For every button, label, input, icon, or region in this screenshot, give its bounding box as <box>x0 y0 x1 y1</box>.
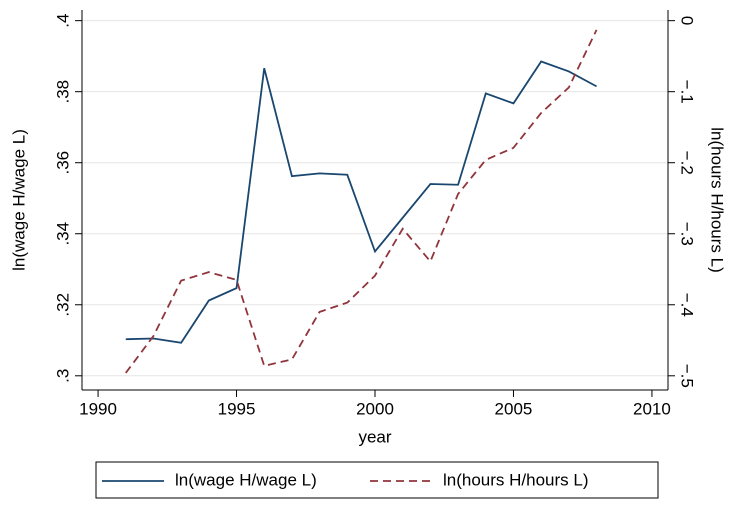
y2-tick-label: −.5 <box>678 364 697 388</box>
y2-axis-title: ln(hours H/hours L) <box>708 127 727 273</box>
legend-box <box>95 461 659 499</box>
y2-tick-label: −.4 <box>678 293 697 317</box>
y-tick-label: .38 <box>53 80 72 104</box>
x-tick-label: 2005 <box>495 399 533 418</box>
y-tick-label: .32 <box>53 293 72 317</box>
y2-tick-label: −.2 <box>678 151 697 175</box>
y2-tick-label: −.3 <box>678 222 697 246</box>
y-axis-title: ln(wage H/wage L) <box>9 129 28 271</box>
x-tick-label: 1995 <box>218 399 256 418</box>
series-line <box>125 29 598 374</box>
x-tick-label: 1990 <box>79 399 117 418</box>
series-line <box>125 60 597 344</box>
x-axis-title: year <box>358 427 391 446</box>
legend-label: ln(hours H/hours L) <box>443 470 589 489</box>
legend-label: ln(wage H/wage L) <box>175 470 317 489</box>
y2-tick-label: 0 <box>678 16 697 25</box>
y-tick-label: .34 <box>53 222 72 246</box>
y2-tick-label: −.1 <box>678 80 697 104</box>
y-tick-label: .3 <box>53 369 72 383</box>
y-tick-label: .4 <box>53 14 72 28</box>
x-tick-label: 2000 <box>356 399 394 418</box>
x-tick-label: 2010 <box>633 399 671 418</box>
y-tick-label: .36 <box>53 151 72 175</box>
